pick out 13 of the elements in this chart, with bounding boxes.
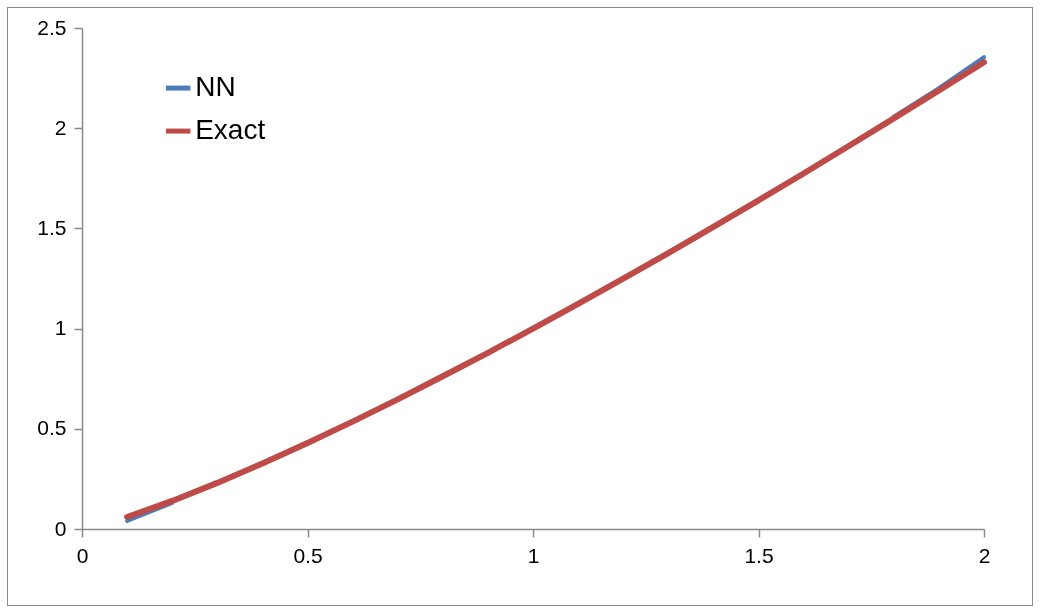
x-tick-label: 1.5 bbox=[744, 543, 774, 567]
y-tick-label: 0.5 bbox=[37, 416, 67, 440]
x-tick-label: 0 bbox=[76, 543, 89, 567]
legend-label: Exact bbox=[195, 114, 266, 146]
y-tick-label: 2.5 bbox=[37, 15, 67, 39]
y-tick-label: 0 bbox=[54, 516, 67, 540]
y-tick-label: 2 bbox=[54, 115, 67, 139]
x-tick-label: 0.5 bbox=[293, 543, 323, 567]
x-tick-label: 1 bbox=[527, 543, 540, 567]
y-tick-label: 1.5 bbox=[37, 215, 67, 239]
legend-label: NN bbox=[195, 71, 236, 103]
y-tick-label: 1 bbox=[54, 316, 67, 340]
x-tick-label: 2 bbox=[978, 543, 991, 567]
